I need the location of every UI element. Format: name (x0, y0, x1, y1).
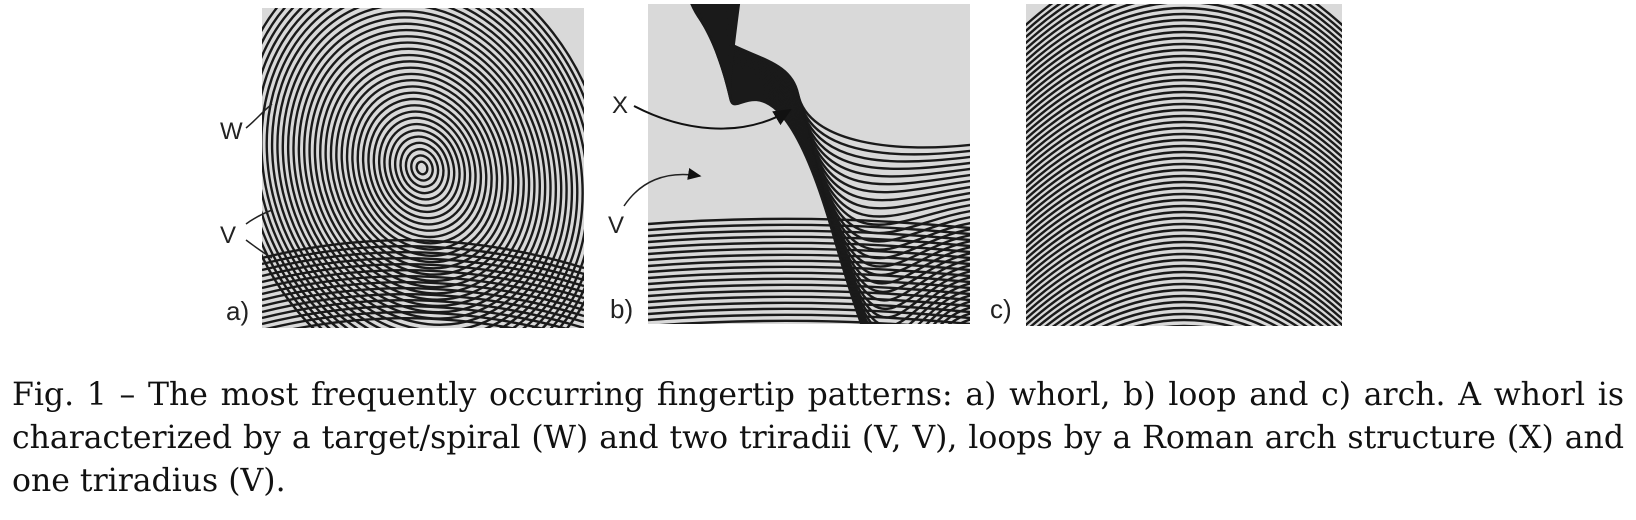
fingerprint-loop-image (648, 4, 970, 324)
marker-label-x: X (612, 92, 629, 119)
figure: a) W V b) X V c) (220, 4, 1342, 328)
fingerprint-panel-arch (1026, 4, 1342, 326)
caption-prefix: Fig. 1 (12, 377, 107, 413)
fingerprint-arch-image (1026, 4, 1342, 326)
caption-text: – The most frequently occurring fingerti… (12, 377, 1624, 499)
marker-label-v-whorl: V (220, 222, 237, 249)
panel-letter-a: a) (226, 296, 250, 326)
panel-letter-c: c) (990, 294, 1012, 324)
fingerprint-whorl-image (262, 8, 584, 328)
marker-label-w: W (220, 118, 243, 145)
panel-letter-b: b) (610, 294, 634, 324)
figure-caption: Fig. 1 – The most frequently occurring f… (12, 374, 1624, 503)
marker-label-v-loop: V (608, 212, 625, 239)
fingerprint-panel-loop (648, 4, 970, 324)
fingerprint-panel-whorl (262, 8, 584, 328)
